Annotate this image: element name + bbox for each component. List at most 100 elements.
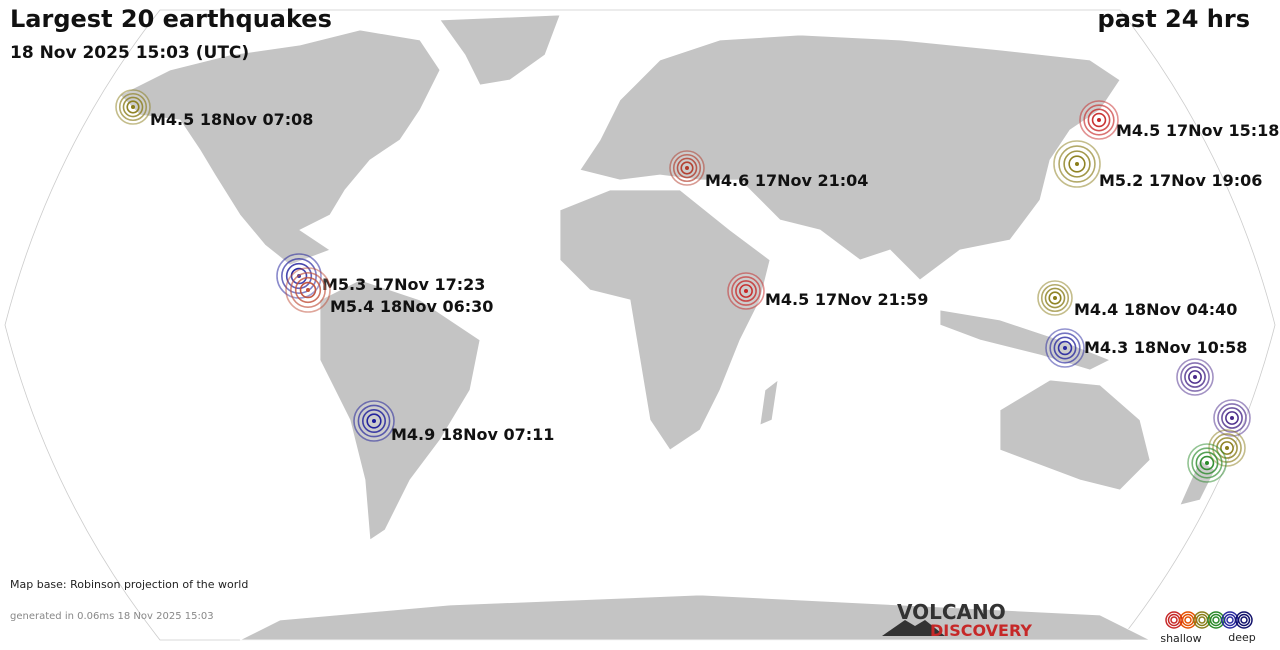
new-zealand bbox=[1179, 459, 1216, 506]
quake-ring bbox=[1212, 433, 1242, 463]
quake-ring bbox=[1217, 403, 1247, 433]
quake-marker bbox=[285, 267, 331, 313]
madagascar bbox=[759, 379, 779, 426]
quake-ring bbox=[676, 157, 698, 179]
quake-marker bbox=[1176, 358, 1214, 396]
quake-marker bbox=[1053, 140, 1101, 188]
quake-ring bbox=[1058, 145, 1096, 183]
depth-legend: shallow deep bbox=[1160, 611, 1256, 645]
greenland bbox=[439, 14, 561, 86]
legend-ring bbox=[1237, 613, 1251, 627]
quake-marker bbox=[1045, 328, 1085, 368]
quake-label: M4.6 17Nov 21:04 bbox=[705, 171, 868, 190]
quake-ring bbox=[1180, 362, 1210, 392]
quake-center bbox=[1225, 446, 1229, 450]
quake-marker bbox=[353, 400, 395, 442]
quake-center bbox=[1075, 162, 1079, 166]
legend-ring bbox=[1198, 616, 1206, 624]
quake-ring bbox=[731, 276, 761, 306]
north-america bbox=[119, 29, 441, 266]
eurasia bbox=[579, 34, 1121, 281]
period: past 24 hrs bbox=[1098, 5, 1250, 33]
quake-ring bbox=[294, 276, 322, 304]
quake-ring bbox=[1040, 283, 1070, 313]
quake-ring bbox=[1057, 340, 1073, 356]
legend-shallow: shallow bbox=[1160, 632, 1201, 645]
quake-label: M4.5 17Nov 15:18 bbox=[1116, 121, 1279, 140]
quake-ring bbox=[1063, 150, 1091, 178]
quake-center bbox=[685, 166, 689, 170]
quake-ring bbox=[126, 100, 140, 114]
quake-marker bbox=[1208, 429, 1246, 467]
quake-ring bbox=[357, 404, 391, 438]
quake-ring bbox=[1053, 336, 1077, 360]
quake-label: M5.4 18Nov 06:30 bbox=[330, 297, 493, 316]
quake-ring bbox=[361, 408, 386, 433]
quake-label: M5.3 17Nov 17:23 bbox=[322, 275, 485, 294]
title: Largest 20 earthquakes bbox=[10, 5, 332, 33]
legend-ring bbox=[1184, 616, 1192, 624]
quake-ring bbox=[1216, 437, 1238, 459]
quake-ring bbox=[1195, 451, 1219, 475]
legend-ring bbox=[1223, 613, 1237, 627]
quake-ring bbox=[739, 284, 753, 298]
africa bbox=[559, 189, 771, 451]
quake-ring bbox=[1091, 112, 1107, 128]
logo-line2: DISCOVERY bbox=[930, 621, 1032, 640]
quake-ring bbox=[366, 413, 382, 429]
quake-ring bbox=[1225, 411, 1239, 425]
subtitle: 18 Nov 2025 15:03 (UTC) bbox=[10, 43, 249, 63]
quake-center bbox=[306, 288, 310, 292]
quake-label: M4.5 17Nov 21:59 bbox=[765, 290, 928, 309]
generated-note: generated in 0.06ms 18 Nov 2025 15:03 bbox=[10, 611, 214, 622]
quake-ring bbox=[1199, 455, 1215, 471]
quake-ring bbox=[1220, 441, 1234, 455]
quake-marker bbox=[727, 272, 765, 310]
map-base-note: Map base: Robinson projection of the wor… bbox=[10, 578, 248, 591]
quake-ring bbox=[281, 258, 317, 294]
quake-ring bbox=[290, 272, 326, 308]
quake-ring bbox=[1068, 155, 1086, 173]
quake-ring bbox=[299, 281, 317, 299]
quake-ring bbox=[1044, 287, 1066, 309]
logo-line1: VOLCANO bbox=[897, 600, 1006, 624]
quake-label: M4.3 18Nov 10:58 bbox=[1084, 338, 1247, 357]
quake-marker bbox=[669, 150, 705, 186]
quake-ring bbox=[1083, 104, 1115, 136]
legend-deep: deep bbox=[1228, 631, 1256, 644]
legend-ring bbox=[1240, 616, 1248, 624]
legend-ring bbox=[1167, 613, 1181, 627]
map-base bbox=[4, 9, 1276, 641]
quake-center bbox=[131, 105, 135, 109]
legend-ring bbox=[1226, 616, 1234, 624]
quake-ring bbox=[285, 262, 313, 290]
quake-ring bbox=[1087, 108, 1111, 132]
quake-center bbox=[1097, 118, 1101, 122]
legend-ring bbox=[1235, 611, 1253, 629]
legend-ring bbox=[1195, 613, 1209, 627]
quake-marker bbox=[1187, 443, 1227, 483]
logo-icon bbox=[882, 620, 945, 636]
quake-center bbox=[1230, 416, 1234, 420]
quake-center bbox=[744, 289, 748, 293]
quake-ring bbox=[118, 92, 148, 122]
legend-ring bbox=[1181, 613, 1195, 627]
legend-ring bbox=[1212, 616, 1220, 624]
quake-ring bbox=[1184, 366, 1206, 388]
quake-ring bbox=[735, 280, 757, 302]
quake-ring bbox=[122, 96, 144, 118]
australia bbox=[999, 379, 1151, 491]
south-america bbox=[319, 279, 481, 541]
quake-label: M4.9 18Nov 07:11 bbox=[391, 425, 554, 444]
quake-marker bbox=[1079, 100, 1119, 140]
quake-label: M5.2 17Nov 19:06 bbox=[1099, 171, 1262, 190]
quake-ring bbox=[1221, 407, 1243, 429]
quake-center bbox=[372, 419, 376, 423]
quake-center bbox=[1063, 346, 1067, 350]
quake-center bbox=[1193, 375, 1197, 379]
quake-ring bbox=[680, 161, 694, 175]
quake-center bbox=[1053, 296, 1057, 300]
quake-layer: M4.5 18Nov 07:08 M4.5 17Nov 15:18 M4.6 17N… bbox=[115, 89, 1279, 483]
quake-ring bbox=[1048, 291, 1062, 305]
